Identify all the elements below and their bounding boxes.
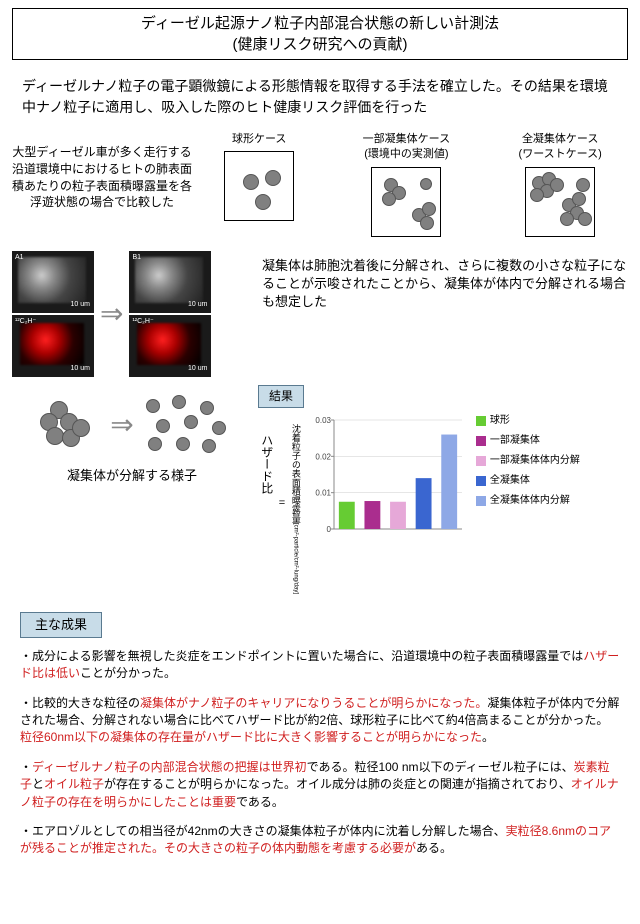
cluster-before bbox=[32, 393, 102, 457]
case-box-partial bbox=[371, 167, 441, 237]
cases-left-text: 大型ディーゼル車が多く走行する沿道環境中におけるヒトの肺表面積あたりの粒子表面積… bbox=[12, 132, 192, 211]
arrow-icon: ⇒ bbox=[110, 405, 133, 444]
em-img-b1: B1 10 um bbox=[129, 251, 211, 313]
legend-item: 全凝集体 bbox=[476, 474, 580, 488]
em-images: A1 10 um ¹²C₂H⁻ 10 um ⇒ B1 10 um ¹²C₂H⁻ … bbox=[12, 251, 252, 377]
chart-area: ハザード比 = 沈着粒子の表面積曝露量 [cm²-particle/cm²-lu… bbox=[258, 414, 628, 594]
decomp-row: ⇒ 凝集体が分解する様子 結果 ハザード比 = 沈着粒子の表面積曝露量 [cm²… bbox=[12, 385, 628, 594]
middle-section: A1 10 um ¹²C₂H⁻ 10 um ⇒ B1 10 um ¹²C₂H⁻ … bbox=[12, 251, 628, 377]
svg-text:0.02: 0.02 bbox=[315, 452, 331, 461]
case-sub: (ワーストケース) bbox=[519, 147, 602, 162]
title-box: ディーゼル起源ナノ粒子内部混合状態の新しい計測法 (健康リスク研究への貢献) bbox=[12, 8, 628, 60]
decomp-left: ⇒ 凝集体が分解する様子 bbox=[12, 385, 252, 485]
legend-item: 全凝集体体内分解 bbox=[476, 494, 580, 508]
title-line1: ディーゼル起源ナノ粒子内部混合状態の新しい計測法 bbox=[21, 13, 619, 34]
y-unit: [cm²-particle/cm²-lung/day] bbox=[291, 523, 299, 594]
cases-row: 大型ディーゼル車が多く走行する沿道環境中におけるヒトの肺表面積あたりの粒子表面積… bbox=[12, 132, 628, 237]
arrow-icon: ⇒ bbox=[100, 294, 123, 333]
svg-text:0.03: 0.03 bbox=[315, 416, 331, 425]
case-sub: (環境中の実測値) bbox=[363, 147, 450, 162]
bullets-container: ・成分による影響を無視した炎症をエンドポイントに置いた場合に、沿道環境中の粒子表… bbox=[12, 648, 628, 858]
case-box-full bbox=[525, 167, 595, 237]
legend-item: 球形 bbox=[476, 414, 580, 428]
decomp-diagram: ⇒ bbox=[12, 385, 252, 465]
bullet-item: ・比較的大きな粒径の凝集体がナノ粒子のキャリアになりうることが明らかになった。凝… bbox=[20, 695, 620, 747]
case-sphere: 球形ケース bbox=[224, 132, 294, 237]
case-partial: 一部凝集体ケース (環境中の実測値) bbox=[363, 132, 450, 237]
chart-legend: 球形一部凝集体一部凝集体体内分解全凝集体全凝集体体内分解 bbox=[476, 414, 580, 514]
em-img-a1: A1 10 um bbox=[12, 251, 94, 313]
y-label-inner: 沈着粒子の表面積曝露量 bbox=[289, 414, 302, 523]
svg-text:0: 0 bbox=[326, 525, 331, 534]
case-label: 全凝集体ケース bbox=[519, 132, 602, 147]
bullet-item: ・エアロゾルとしての相当径が42nmの大きさの凝集体粒子が体内に沈着し分解した場… bbox=[20, 823, 620, 858]
case-label: 一部凝集体ケース bbox=[363, 132, 450, 147]
title-line2: (健康リスク研究への貢献) bbox=[21, 34, 619, 55]
eq-sign: = bbox=[279, 496, 285, 511]
case-box-sphere bbox=[224, 151, 294, 221]
bullet-item: ・ディーゼルナノ粒子の内部混合状態の把握は世界初である。粒径100 nm以下のデ… bbox=[20, 759, 620, 811]
legend-item: 一部凝集体体内分解 bbox=[476, 454, 580, 468]
intro-text: ディーゼルナノ粒子の電子顕微鏡による形態情報を取得する手法を確立した。その結果を… bbox=[22, 76, 618, 118]
y-label-outer: ハザード比 bbox=[258, 414, 275, 494]
chart-svg: 0 0.01 0.02 0.03 bbox=[306, 414, 466, 544]
em-img-a2: ¹²C₂H⁻ 10 um bbox=[12, 315, 94, 377]
section-label: 主な成果 bbox=[20, 612, 102, 638]
result-label: 結果 bbox=[258, 385, 304, 408]
cases-right: 球形ケース 一部凝集体ケース (環境中の実測値) 全凝集体ケース bbox=[198, 132, 628, 237]
cluster-after bbox=[142, 393, 232, 457]
case-full: 全凝集体ケース (ワーストケース) bbox=[519, 132, 602, 237]
result-block: 結果 ハザード比 = 沈着粒子の表面積曝露量 [cm²-particle/cm²… bbox=[258, 385, 628, 594]
legend-item: 一部凝集体 bbox=[476, 434, 580, 448]
bullet-item: ・成分による影響を無視した炎症をエンドポイントに置いた場合に、沿道環境中の粒子表… bbox=[20, 648, 620, 683]
decomp-caption: 凝集体が分解する様子 bbox=[12, 467, 252, 485]
svg-text:0.01: 0.01 bbox=[315, 488, 331, 497]
em-img-b2: ¹²C₂H⁻ 10 um bbox=[129, 315, 211, 377]
middle-text: 凝集体は肺胞沈着後に分解され、さらに複数の小さな粒子になることが示唆されたことか… bbox=[262, 251, 628, 377]
case-label: 球形ケース bbox=[224, 132, 294, 147]
